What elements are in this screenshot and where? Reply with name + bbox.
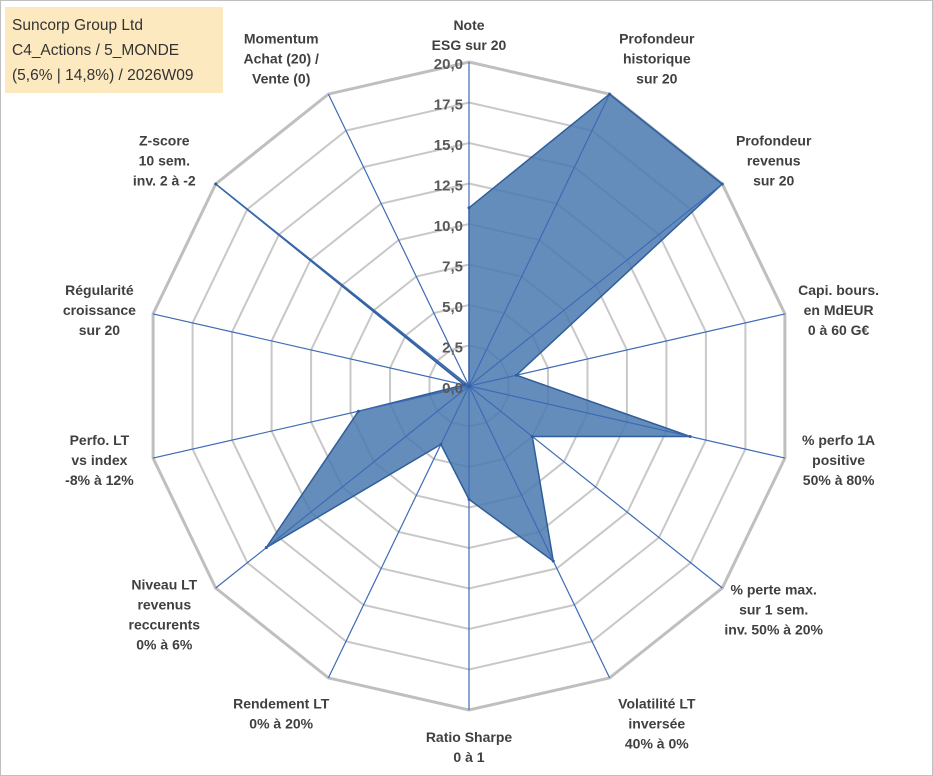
axis-label-line: Momentum <box>244 30 319 46</box>
axis-label-line: sur 20 <box>79 322 120 338</box>
tick-label: 0,0 <box>442 380 463 397</box>
axis-label-line: revenus <box>137 597 191 613</box>
info-box: Suncorp Group Ltd C4_Actions / 5_MONDE (… <box>5 7 223 93</box>
tick-label: 17,5 <box>434 97 463 114</box>
data-point <box>264 546 268 550</box>
data-point <box>530 435 534 438</box>
data-point <box>462 383 466 387</box>
data-point <box>551 559 555 563</box>
tick-label: 5,0 <box>442 299 463 316</box>
axis-label-line: inversée <box>628 716 685 732</box>
axis-label-line: croissance <box>63 302 136 318</box>
axis-spoke <box>468 313 786 387</box>
axis-label-line: historique <box>623 50 691 66</box>
tick-label: 7,5 <box>442 259 463 276</box>
data-point <box>467 497 471 501</box>
data-point <box>439 442 443 446</box>
axis-label: Rendement LT 0% à 20% <box>233 696 330 732</box>
axis-label: Perfo. LT vs index -8% à 12% <box>65 432 134 488</box>
axis-label-line: Niveau LT <box>131 577 197 593</box>
axis-label: % perfo 1A positive 50% à 80% <box>802 432 875 488</box>
axis-label-line: 10 sem. <box>139 153 190 169</box>
axis-spoke <box>152 385 470 459</box>
data-point <box>720 182 724 186</box>
tick-label: 10,0 <box>434 218 463 235</box>
company-name: Suncorp Group Ltd <box>12 17 143 34</box>
axis-label: Note ESG sur 20 <box>432 17 507 53</box>
axis-label-line: sur 20 <box>753 173 794 189</box>
axis-label-line: Profondeur <box>736 133 812 149</box>
axis-spoke <box>327 93 470 387</box>
axis-label-line: 40% à 0% <box>625 736 689 752</box>
axis-label-line: sur 20 <box>636 70 677 86</box>
data-point <box>608 92 612 96</box>
axis-label-line: % perfo 1A <box>802 432 875 448</box>
axis-label-line: Capi. bours. <box>798 282 879 298</box>
axis-label-line: sur 1 sem. <box>739 602 808 618</box>
axis-label-line: -8% à 12% <box>65 472 134 488</box>
data-point <box>467 384 471 388</box>
axis-label: % perte max. sur 1 sem. inv. 50% à 20% <box>724 582 823 638</box>
axis-spoke <box>215 385 470 589</box>
axis-label-line: Profondeur <box>619 30 695 46</box>
axis-label-line: en MdEUR <box>804 302 874 318</box>
axis-label-line: Note <box>453 17 484 33</box>
axis-spoke <box>152 313 470 387</box>
axis-label-line: Rendement LT <box>233 696 330 712</box>
axis-label: Régularité croissance sur 20 <box>63 282 136 338</box>
axis-label: Profondeur historique sur 20 <box>619 30 695 86</box>
axis-spoke <box>468 385 786 459</box>
axis-spoke <box>468 385 611 679</box>
axis-label-line: Vente (0) <box>252 70 310 86</box>
axis-label-line: Régularité <box>65 282 134 298</box>
data-point <box>356 409 360 413</box>
axis-spoke <box>468 93 611 387</box>
axis-label: Volatilité LT inversée 40% à 0% <box>618 696 696 752</box>
axis-label: Profondeur revenus sur 20 <box>736 133 812 189</box>
axis-label-line: positive <box>812 452 865 468</box>
tick-label: 20,0 <box>434 56 463 73</box>
axis-label: Ratio Sharpe 0 à 1 <box>426 729 513 765</box>
axis-label-line: 50% à 80% <box>803 472 875 488</box>
axis-label: Capi. bours. en MdEUR 0 à 60 G€ <box>798 282 879 338</box>
axis-spoke <box>215 183 470 387</box>
axis-label: Z-score 10 sem. inv. 2 à -2 <box>133 133 196 189</box>
axis-label: Momentum Achat (20) / Vente (0) <box>243 30 319 86</box>
axis-label-line: Achat (20) / <box>243 50 319 66</box>
tick-label: 2,5 <box>442 340 463 357</box>
params-label: (5,6% | 14,8%) / 2026W09 <box>12 67 194 84</box>
data-point <box>688 435 692 438</box>
tick-label: 15,0 <box>434 137 463 154</box>
axis-spoke <box>468 183 723 387</box>
axis-label-line: revenus <box>747 153 801 169</box>
axis-label-line: 0% à 20% <box>249 716 313 732</box>
axis-label-line: Volatilité LT <box>618 696 696 712</box>
axis-label-line: Ratio Sharpe <box>426 729 513 745</box>
axis-label-line: 0 à 1 <box>453 749 484 765</box>
axis-label-line: 0% à 6% <box>136 637 193 653</box>
axis-label-line: % perte max. <box>731 582 817 598</box>
axis-spoke <box>327 385 470 679</box>
axis-label-line: reccurents <box>129 617 201 633</box>
axis-spoke <box>468 385 723 589</box>
tick-label: 12,5 <box>434 178 463 195</box>
axis-label-line: inv. 50% à 20% <box>724 622 823 638</box>
axis-label-line: Z-score <box>139 133 190 149</box>
axis-label-line: ESG sur 20 <box>432 37 507 53</box>
axis-label-line: vs index <box>71 452 127 468</box>
data-point <box>514 373 518 377</box>
axis-label-line: inv. 2 à -2 <box>133 173 196 189</box>
data-point <box>467 206 471 210</box>
axis-label-line: Perfo. LT <box>70 432 130 448</box>
data-point <box>214 182 218 186</box>
axis-label-line: 0 à 60 G€ <box>808 322 870 338</box>
axis-label: Niveau LT revenus reccurents 0% à 6% <box>129 577 201 653</box>
category-label: C4_Actions / 5_MONDE <box>12 42 180 59</box>
